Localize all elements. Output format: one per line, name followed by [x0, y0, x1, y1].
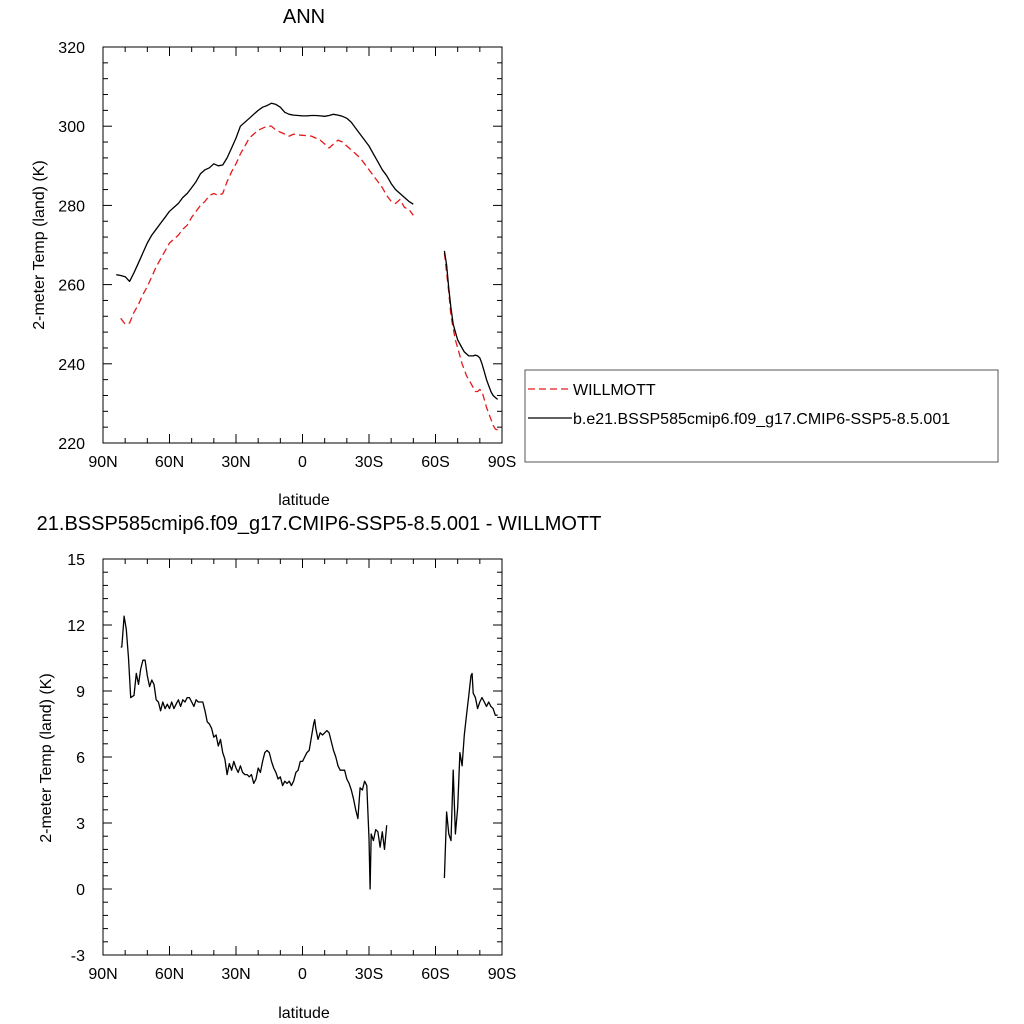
- series-line-1-segment-1: [443, 250, 499, 400]
- y-tick-label: 220: [58, 436, 85, 453]
- bottom-panel-series: [120, 615, 498, 890]
- series-line-0-segment-1: [443, 252, 498, 431]
- series-line-1-segment-0: [116, 102, 414, 283]
- y-tick-label: 3: [76, 816, 85, 833]
- top-panel-series: [116, 102, 499, 431]
- bottom-panel-ticks: 90N 60N 30N 0 30S 60S 90S -3 0 3 6 9 12 15: [67, 552, 516, 983]
- y-tick-label: 320: [58, 40, 85, 57]
- x-tick-label: 0: [298, 454, 307, 471]
- x-tick-label: 60N: [155, 454, 184, 471]
- x-tick-label: 90S: [488, 454, 516, 471]
- y-tick-label: 12: [67, 618, 85, 635]
- series-line-0-segment-0: [120, 615, 388, 890]
- bottom-panel-xlabel: latitude: [278, 1005, 330, 1022]
- x-tick-label: 60N: [155, 966, 184, 983]
- y-tick-label: 280: [58, 198, 85, 215]
- bottom-panel-title: 21.BSSP585cmip6.f09_g17.CMIP6-SSP5-8.5.0…: [37, 513, 602, 535]
- y-tick-label: 6: [76, 750, 85, 767]
- y-tick-label: -3: [71, 948, 85, 965]
- x-tick-label: 0: [298, 966, 307, 983]
- y-tick-label: 15: [67, 552, 85, 569]
- legend-model-label: b.e21.BSSP585cmip6.f09_g17.CMIP6-SSP5-8.…: [573, 411, 950, 428]
- bottom-panel-frame: [102, 558, 503, 956]
- y-tick-label: 9: [76, 684, 85, 701]
- top-panel-title: ANN: [283, 6, 325, 28]
- bottom-panel-ylabel: 2-meter Temp (land) (K): [38, 673, 55, 843]
- legend: WILLMOTT b.e21.BSSP585cmip6.f09_g17.CMIP…: [524, 369, 999, 463]
- series-line-0-segment-0: [120, 125, 414, 325]
- legend-willmott-label: WILLMOTT: [573, 382, 656, 399]
- x-tick-label: 60S: [421, 966, 449, 983]
- series-line-0-segment-1: [443, 672, 498, 879]
- x-tick-label: 30N: [221, 454, 250, 471]
- top-panel: ANN 2-meter Temp (land) (K) latitude 90N…: [31, 6, 516, 509]
- top-panel-xlabel: latitude: [278, 492, 330, 509]
- x-tick-label: 60S: [421, 454, 449, 471]
- x-tick-label: 30N: [221, 966, 250, 983]
- top-panel-ylabel: 2-meter Temp (land) (K): [31, 160, 48, 330]
- y-tick-label: 240: [58, 357, 85, 374]
- x-tick-label: 90S: [488, 966, 516, 983]
- y-tick-label: 300: [58, 119, 85, 136]
- top-panel-ticks: 90N 60N 30N 0 30S 60S 90S 220 240 260 280 300 320: [58, 40, 516, 471]
- bottom-panel: 21.BSSP585cmip6.f09_g17.CMIP6-SSP5-8.5.0…: [37, 513, 602, 1022]
- x-tick-label: 90N: [88, 966, 117, 983]
- x-tick-label: 30S: [355, 454, 383, 471]
- x-tick-label: 30S: [355, 966, 383, 983]
- top-panel-frame: [102, 46, 503, 444]
- y-tick-label: 0: [76, 882, 85, 899]
- y-tick-label: 260: [58, 278, 85, 295]
- x-tick-label: 90N: [88, 454, 117, 471]
- legend-box: [524, 369, 999, 463]
